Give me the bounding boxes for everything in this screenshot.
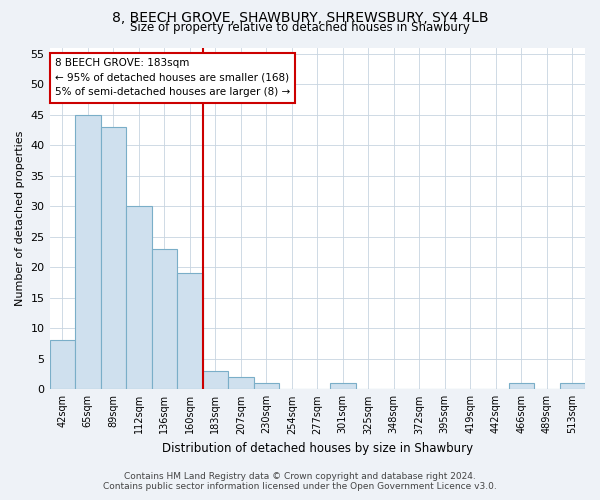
X-axis label: Distribution of detached houses by size in Shawbury: Distribution of detached houses by size …: [162, 442, 473, 455]
Bar: [509, 383, 534, 390]
Text: 8, BEECH GROVE, SHAWBURY, SHREWSBURY, SY4 4LB: 8, BEECH GROVE, SHAWBURY, SHREWSBURY, SY…: [112, 11, 488, 25]
Bar: [254, 383, 279, 390]
Bar: [126, 206, 152, 390]
Text: Contains HM Land Registry data © Crown copyright and database right 2024.
Contai: Contains HM Land Registry data © Crown c…: [103, 472, 497, 491]
Bar: [152, 249, 177, 390]
Text: 8 BEECH GROVE: 183sqm
← 95% of detached houses are smaller (168)
5% of semi-deta: 8 BEECH GROVE: 183sqm ← 95% of detached …: [55, 58, 290, 98]
Bar: [101, 127, 126, 390]
Bar: [228, 377, 254, 390]
Bar: [560, 383, 585, 390]
Text: Size of property relative to detached houses in Shawbury: Size of property relative to detached ho…: [130, 22, 470, 35]
Bar: [330, 383, 356, 390]
Bar: [177, 274, 203, 390]
Bar: [203, 371, 228, 390]
Y-axis label: Number of detached properties: Number of detached properties: [15, 130, 25, 306]
Bar: [50, 340, 75, 390]
Bar: [75, 114, 101, 390]
